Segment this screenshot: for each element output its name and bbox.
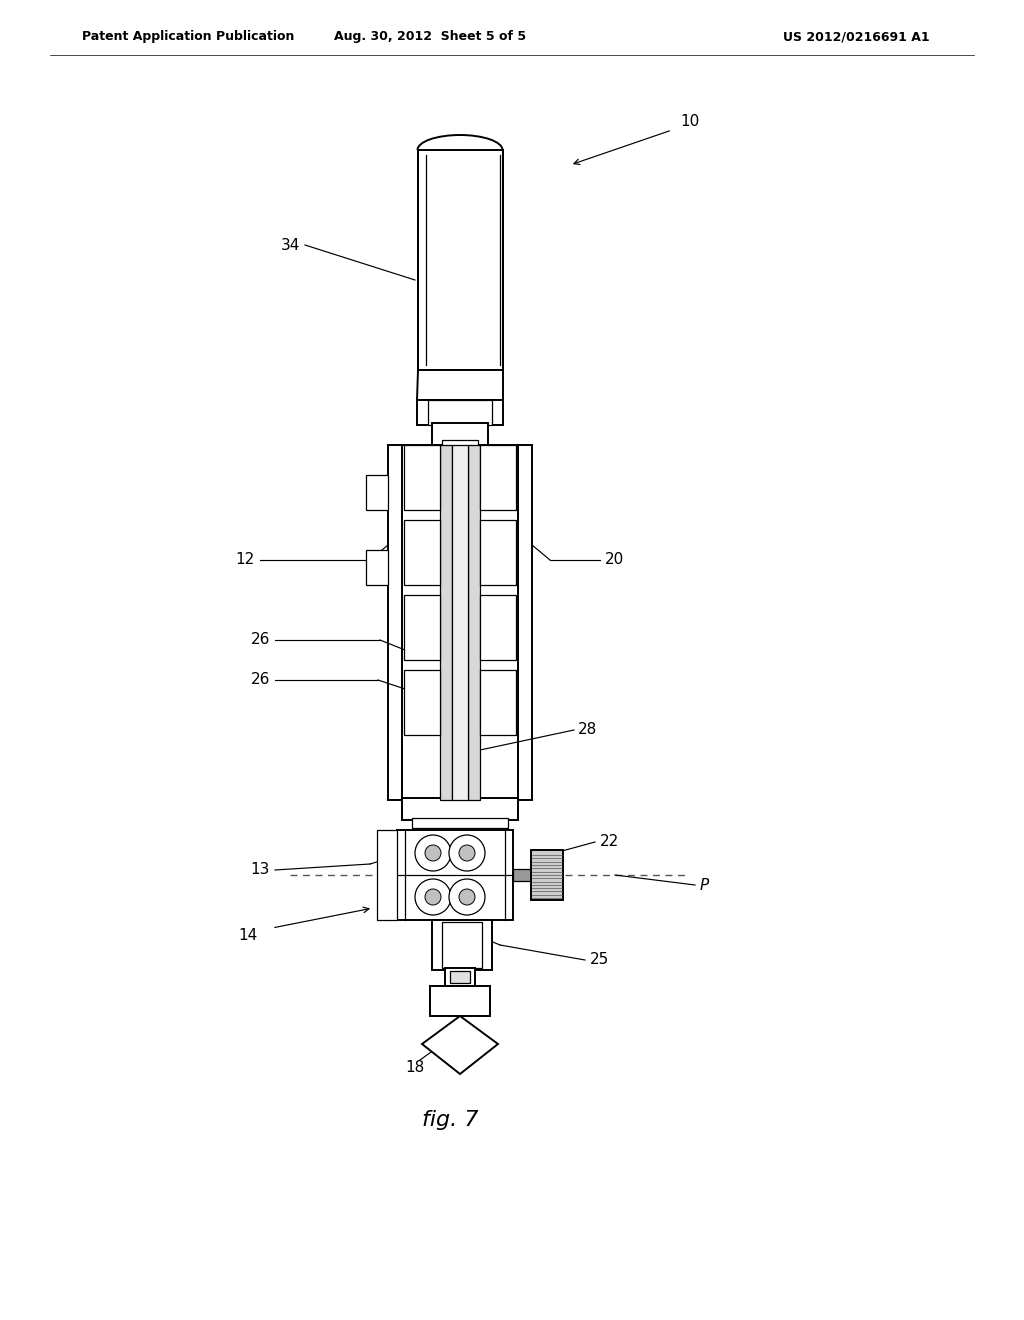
Bar [402,799,518,820]
Bar [388,445,402,800]
Bar [432,422,488,445]
Circle shape [459,888,475,906]
Bar [366,475,388,510]
Bar [480,595,516,660]
Bar [404,445,440,510]
Bar [412,818,508,828]
Bar [442,440,478,450]
Text: 26: 26 [251,632,270,648]
Bar [377,830,397,920]
Bar [440,445,452,800]
Bar [404,520,440,585]
Text: Aug. 30, 2012  Sheet 5 of 5: Aug. 30, 2012 Sheet 5 of 5 [334,30,526,44]
Bar [513,869,531,880]
Bar [417,400,503,425]
Polygon shape [417,370,503,400]
Bar [452,445,468,800]
Text: US 2012/0216691 A1: US 2012/0216691 A1 [783,30,930,44]
Bar [480,445,516,510]
Circle shape [425,845,441,861]
Polygon shape [422,1016,498,1074]
Bar [450,972,470,983]
Bar [404,671,440,735]
Text: 28: 28 [578,722,597,738]
Bar [402,445,518,800]
Bar [468,445,480,800]
Text: Patent Application Publication: Patent Application Publication [82,30,294,44]
Text: 20: 20 [605,553,625,568]
Bar [418,150,503,370]
Text: 13: 13 [251,862,270,878]
Text: 14: 14 [239,928,258,944]
Circle shape [449,879,485,915]
Text: 10: 10 [680,115,699,129]
Bar [480,520,516,585]
Bar [404,595,440,660]
Bar [430,986,490,1016]
Text: 18: 18 [406,1060,425,1074]
Text: fig. 7: fig. 7 [422,1110,478,1130]
Bar [442,921,482,968]
Text: 25: 25 [590,953,609,968]
Bar [397,830,513,920]
Text: 12: 12 [236,553,255,568]
Bar [480,671,516,735]
Bar [518,445,532,800]
Circle shape [415,836,451,871]
Circle shape [459,845,475,861]
Text: P: P [700,878,710,892]
Circle shape [449,836,485,871]
Circle shape [415,879,451,915]
Circle shape [425,888,441,906]
Bar [432,920,492,970]
Bar [366,550,388,585]
Text: 26: 26 [251,672,270,688]
Bar [445,968,475,986]
Text: 22: 22 [600,834,620,850]
Bar [428,400,492,425]
Text: 34: 34 [281,238,300,252]
Bar [531,850,563,900]
